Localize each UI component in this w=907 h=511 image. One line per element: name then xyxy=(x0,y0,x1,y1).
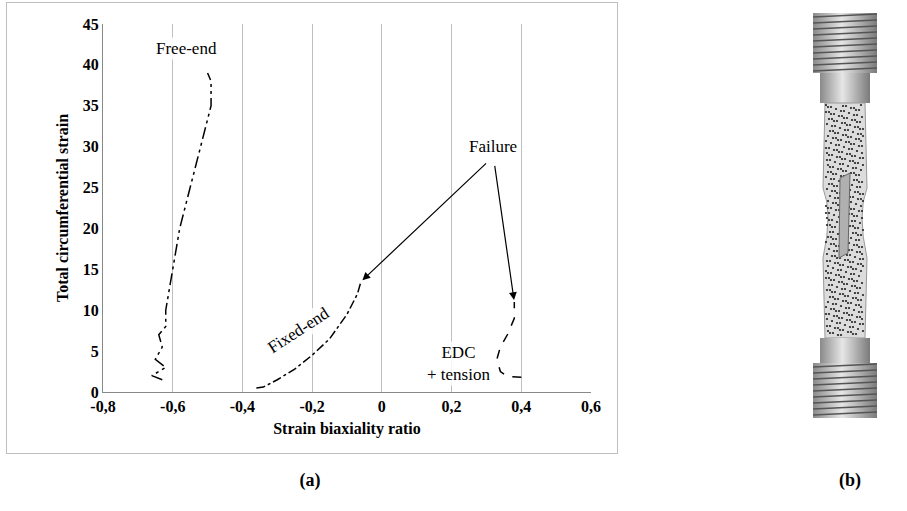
svg-text:Fixed-end: Fixed-end xyxy=(264,303,333,357)
svg-text:45: 45 xyxy=(83,16,99,33)
svg-text:40: 40 xyxy=(83,56,99,73)
svg-text:-0,6: -0,6 xyxy=(160,398,185,415)
html-text:(a): (a) xyxy=(299,470,321,490)
svg-text:0,4: 0,4 xyxy=(511,398,531,415)
svg-text:5: 5 xyxy=(91,343,99,360)
svg-text:0: 0 xyxy=(378,398,386,415)
svg-text:20: 20 xyxy=(83,220,99,237)
svg-text:-0,4: -0,4 xyxy=(230,398,255,415)
svg-text:-0,8: -0,8 xyxy=(90,398,115,415)
svg-text:EDC+ tension: EDC+ tension xyxy=(427,343,490,384)
svg-text:30: 30 xyxy=(83,138,99,155)
svg-text:-0,2: -0,2 xyxy=(299,398,324,415)
svg-text:Failure: Failure xyxy=(469,137,517,156)
svg-text:Total circumferential strain: Total circumferential strain xyxy=(54,114,71,302)
svg-text:0,6: 0,6 xyxy=(581,398,601,415)
svg-text:25: 25 xyxy=(83,179,99,196)
svg-text:0,2: 0,2 xyxy=(442,398,462,415)
svg-text:10: 10 xyxy=(83,302,99,319)
svg-text:Free-end: Free-end xyxy=(156,39,217,58)
svg-text:15: 15 xyxy=(83,261,99,278)
svg-text:35: 35 xyxy=(83,97,99,114)
svg-text:Strain biaxiality ratio: Strain biaxiality ratio xyxy=(273,420,421,438)
html-text:(b): (b) xyxy=(839,470,861,490)
svg-text:0: 0 xyxy=(91,384,99,401)
